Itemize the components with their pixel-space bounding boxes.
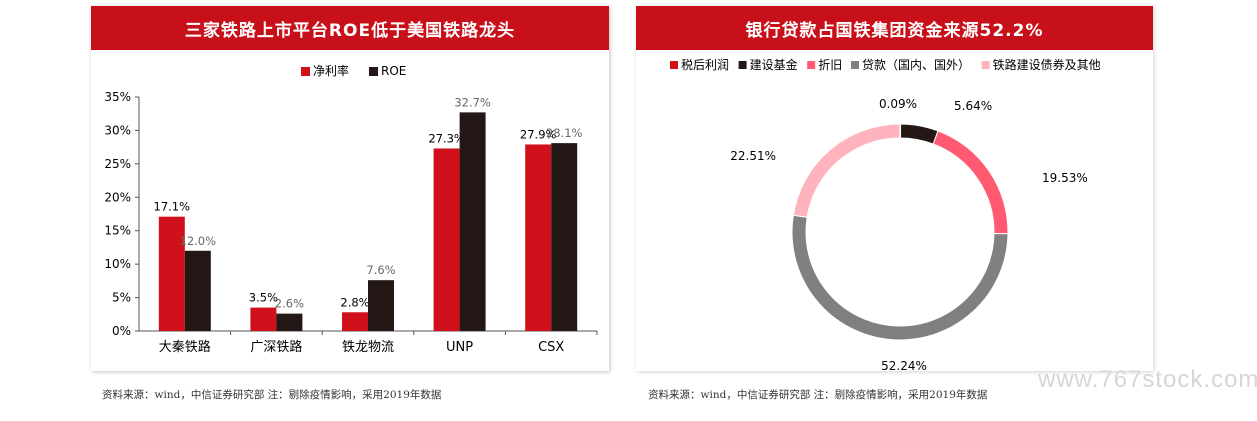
legend-swatch-铁路建设债券及其他 [981,61,990,69]
legend-swatch-净利率 [301,67,310,76]
bar-chart: 净利率 ROE 0% 5% 10% 15% 20% 25% 30% 35% 大秦铁路 17.1% 12.… [104,63,598,355]
legend-label-建设基金: 建设基金 [750,57,798,72]
y-tick-label: 5% [112,291,131,305]
data-label-ROE-铁龙物流: 7.6% [366,263,395,277]
bar-ROE-广深铁路 [276,313,303,331]
x-tick-label: UNP [446,340,473,355]
x-tick-label: 广深铁路 [250,339,302,355]
data-label-ROE-大秦铁路: 12.0% [180,234,217,248]
bar-ROE-UNP [459,112,486,332]
legend-swatch-建设基金 [738,61,747,69]
donut-chart: 税后利润 建设基金 折旧 贷款（国内、国外） 铁路建设债券及其他 0.09% 5.64% 19… [670,57,1101,371]
x-tick-label: 大秦铁路 [159,339,211,355]
data-label-净利率-铁龙物流: 2.8% [340,295,369,309]
legend-swatch-贷款（国内、国外） [851,61,859,69]
right-source-note: 资料来源：wind，中信证券研究部 注：剔除疫情影响，采用2019年数据 [648,389,988,401]
data-label-净利率-广深铁路: 3.5% [249,291,278,305]
donut-slice-铁路建设债券及其他 [792,123,901,218]
data-label-ROE-广深铁路: 2.6% [275,297,304,311]
data-label-净利率-CSX: 27.9% [520,127,557,141]
donut-slice-建设基金 [900,123,939,145]
legend-label-贷款（国内、国外）: 贷款（国内、国外） [862,58,970,72]
bar-chart-title: 三家铁路上市平台ROE低于美国铁路龙头 [91,6,609,50]
y-tick-label: 0% [112,324,131,338]
legend-swatch-ROE [369,67,378,76]
y-tick-label: 35% [104,90,131,104]
bar-净利率-铁龙物流 [342,312,368,331]
data-label-净利率-UNP: 27.3% [428,131,465,145]
bar-净利率-大秦铁路 [158,216,185,331]
legend-swatch-税后利润 [670,61,678,69]
data-label-ROE-UNP: 32.7% [454,95,491,109]
slice-label-建设基金: 5.64% [954,99,992,113]
donut-slice-折旧 [932,130,1009,235]
y-tick-label: 15% [104,224,131,238]
slice-label-税后利润: 0.09% [879,97,917,111]
bar-ROE-铁龙物流 [368,280,394,331]
data-label-净利率-大秦铁路: 17.1% [154,200,191,214]
bar-净利率-广深铁路 [250,307,277,331]
legend-swatch-折旧 [807,61,816,69]
legend-label-铁路建设债券及其他: 铁路建设债券及其他 [993,57,1101,72]
slice-label-铁路建设债券及其他: 22.51% [730,149,776,163]
legend-label-税后利润: 税后利润 [681,58,729,72]
y-tick-label: 10% [104,257,131,271]
slice-label-折旧: 19.53% [1042,171,1088,185]
bar-ROE-CSX [551,143,578,331]
x-tick-label: 铁龙物流 [342,340,394,355]
legend-label-ROE: ROE [381,64,406,78]
y-tick-label: 25% [104,157,131,171]
bar-净利率-UNP [433,148,460,331]
bar-净利率-CSX [525,144,552,331]
left-source-note: 资料来源：wind，中信证券研究部 注：剔除疫情影响，采用2019年数据 [102,389,442,401]
watermark: www.767stock.com [1038,366,1257,393]
pie-chart-panel: 银行贷款占国铁集团资金来源52.2% 税后利润 建设基金 折旧 贷款（国内、国外） 铁路… [636,6,1153,371]
legend-label-净利率: 净利率 [313,63,349,78]
donut-slice-贷款（国内、国外） [791,214,1009,341]
x-tick-label: CSX [538,340,564,355]
bar-ROE-大秦铁路 [184,250,211,331]
y-tick-label: 30% [104,123,131,137]
slice-label-贷款（国内、国外）: 52.24% [881,359,927,371]
y-tick-label: 20% [104,190,131,204]
pie-chart-title: 银行贷款占国铁集团资金来源52.2% [636,6,1153,50]
data-label-ROE-CSX: 28.1% [546,126,583,140]
bar-chart-panel: 三家铁路上市平台ROE低于美国铁路龙头 净利率 ROE 0% 5% 10% 15% 20% 2… [91,6,609,371]
legend-label-折旧: 折旧 [818,57,842,72]
